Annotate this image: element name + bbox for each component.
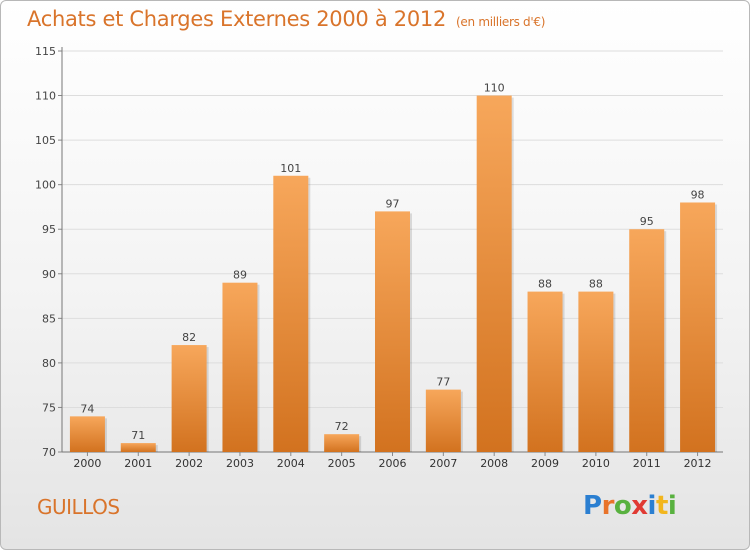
- logo-letter: x: [631, 491, 648, 521]
- bar: [171, 345, 207, 452]
- y-tick-label: 75: [42, 401, 56, 414]
- data-label: 101: [280, 162, 301, 175]
- y-tick-label: 85: [42, 312, 56, 325]
- data-label: 95: [640, 215, 654, 228]
- y-tick-label: 80: [42, 357, 56, 370]
- data-label: 110: [484, 82, 505, 95]
- data-label: 72: [335, 420, 349, 433]
- y-tick-label: 110: [35, 90, 56, 103]
- y-tick-label: 70: [42, 446, 56, 459]
- chart-title-text: Achats et Charges Externes 2000 à 2012: [27, 7, 447, 31]
- bar: [578, 291, 614, 452]
- bar: [222, 282, 258, 452]
- logo-letter: o: [613, 491, 632, 521]
- y-tick-label: 105: [35, 134, 56, 147]
- data-label: 71: [131, 429, 145, 442]
- data-label: 88: [589, 278, 603, 291]
- logo-letter: P: [583, 491, 602, 521]
- bar: [324, 434, 360, 452]
- bar: [629, 229, 665, 452]
- city-name: GUILLOS: [37, 495, 120, 519]
- x-tick-label: 2010: [582, 457, 610, 470]
- bar: [425, 389, 461, 452]
- bar: [120, 443, 156, 452]
- data-label: 77: [436, 376, 450, 389]
- data-label: 88: [538, 278, 552, 291]
- bar: [680, 202, 716, 452]
- data-label: 98: [691, 188, 705, 201]
- x-tick-label: 2004: [277, 457, 305, 470]
- x-tick-label: 2007: [429, 457, 457, 470]
- x-tick-label: 2006: [379, 457, 407, 470]
- logo-letter: r: [601, 491, 615, 521]
- logo-letter: i: [647, 491, 657, 521]
- proxiti-logo: Proxiti: [583, 491, 677, 521]
- x-tick-label: 2005: [328, 457, 356, 470]
- bar: [476, 95, 512, 453]
- x-tick-label: 2002: [175, 457, 203, 470]
- x-tick-label: 2011: [633, 457, 661, 470]
- bar: [375, 211, 410, 452]
- data-label: 97: [386, 197, 400, 210]
- bar: [527, 291, 563, 452]
- data-label: 74: [80, 402, 94, 415]
- x-tick-label: 2001: [124, 457, 152, 470]
- y-tick-label: 90: [42, 268, 56, 281]
- data-label: 82: [182, 331, 196, 344]
- y-tick-label: 95: [42, 223, 56, 236]
- bar: [69, 416, 105, 452]
- y-tick-label: 115: [35, 45, 56, 58]
- logo-letter: t: [655, 491, 668, 521]
- x-tick-label: 2008: [480, 457, 508, 470]
- logo-letter: i: [667, 491, 677, 521]
- x-tick-label: 2012: [684, 457, 712, 470]
- x-tick-label: 2009: [531, 457, 559, 470]
- x-tick-label: 2000: [73, 457, 101, 470]
- y-tick-label: 100: [35, 179, 56, 192]
- bar: [273, 175, 309, 452]
- chart-unit: (en milliers d'€): [456, 15, 546, 29]
- data-label: 89: [233, 269, 247, 282]
- chart-title: Achats et Charges Externes 2000 à 2012 (e…: [27, 7, 545, 31]
- x-tick-label: 2003: [226, 457, 254, 470]
